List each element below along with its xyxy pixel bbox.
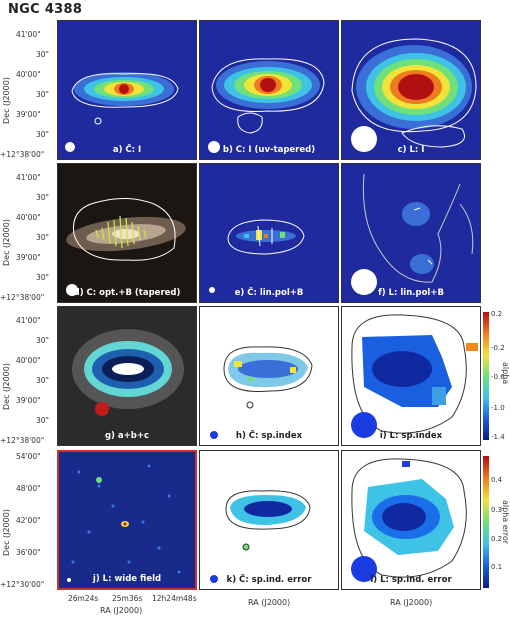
panel-e: e) C̃: lin.pol+B bbox=[199, 163, 339, 303]
y-tick: 40'00" bbox=[16, 356, 41, 365]
cb-alpha-tick: -1.0 bbox=[491, 404, 505, 412]
colorbar-alpha bbox=[483, 312, 489, 440]
panel-k-label: k) C̃: sp.ind. error bbox=[226, 575, 312, 585]
cb-alpha-title: alpha bbox=[501, 362, 510, 385]
panel-b: b) C: I (uv-tapered) bbox=[199, 20, 339, 160]
panel-f: f) L: lin.pol+B bbox=[341, 163, 481, 303]
panel-h: h) C̃: sp.index bbox=[199, 306, 339, 446]
y-axis-title: Dec (J2000) bbox=[2, 77, 11, 124]
panel-c: c) L: I bbox=[341, 20, 481, 160]
cb-alpha-tick: 0.2 bbox=[491, 310, 503, 318]
y-tick: 54'00" bbox=[16, 452, 41, 461]
figure-title: NGC 4388 bbox=[8, 2, 83, 17]
colorbar-error bbox=[483, 456, 489, 588]
y-axis-title: Dec (J2000) bbox=[2, 363, 11, 410]
y-tick: 42'00" bbox=[16, 516, 41, 525]
x-tick: 26m24s bbox=[68, 594, 99, 603]
y-tick: 30" bbox=[36, 90, 49, 99]
y-tick: 41'00" bbox=[16, 316, 41, 325]
cb-error-title: alpha error bbox=[501, 500, 510, 545]
panel-a-label: a) C̃: I bbox=[112, 145, 142, 155]
y-tick: 41'00" bbox=[16, 173, 41, 182]
y-tick: 39'00" bbox=[16, 396, 41, 405]
y-axis-title: Dec (J2000) bbox=[2, 219, 11, 266]
panel-l-label: l) L: sp.ind. error bbox=[370, 575, 452, 585]
cb-alpha-tick: -0.2 bbox=[491, 344, 505, 352]
y-tick: 39'00" bbox=[16, 110, 41, 119]
panel-i-label: i) L: sp.index bbox=[379, 431, 443, 441]
panel-h-label: h) C̃: sp.index bbox=[235, 431, 303, 441]
y-tick: 41'00" bbox=[16, 30, 41, 39]
panel-f-label: f) L: lin.pol+B bbox=[378, 288, 444, 298]
y-tick: 36'00" bbox=[16, 548, 41, 557]
cb-error-tick: 0.4 bbox=[491, 476, 503, 484]
y-tick: 40'00" bbox=[16, 213, 41, 222]
cb-error-tick: 0.1 bbox=[491, 563, 503, 571]
y-tick: 30" bbox=[36, 233, 49, 242]
y-tick: 30" bbox=[36, 193, 49, 202]
panel-b-label: b) C: I (uv-tapered) bbox=[222, 145, 316, 155]
y-tick: 48'00" bbox=[16, 484, 41, 493]
y-tick: 30" bbox=[36, 130, 49, 139]
panel-d: d) C: opt.+B (tapered) bbox=[57, 163, 197, 303]
y-tick: +12°38'00" bbox=[0, 150, 45, 159]
y-tick: 30" bbox=[36, 336, 49, 345]
cb-alpha-tick: -0.6 bbox=[491, 373, 505, 381]
x-axis-title: RA (J2000) bbox=[100, 606, 143, 615]
panel-c-label: c) L: I bbox=[397, 145, 425, 155]
panel-g-label: g) a+b+c bbox=[104, 431, 150, 441]
y-tick: 39'00" bbox=[16, 253, 41, 262]
x-axis-title: RA (J2000) bbox=[390, 598, 433, 607]
y-tick: +12°30'00" bbox=[0, 580, 45, 589]
panel-j: j) L: wide field bbox=[57, 450, 197, 590]
panel-e-label: e) C̃: lin.pol+B bbox=[234, 288, 304, 298]
panel-a: a) C̃: I bbox=[57, 20, 197, 160]
cb-alpha-tick: -1.4 bbox=[491, 433, 505, 441]
x-axis-title: RA (J2000) bbox=[248, 598, 291, 607]
panel-k: k) C̃: sp.ind. error bbox=[199, 450, 339, 590]
x-tick: 12h24m48s bbox=[152, 594, 197, 603]
y-tick: 30" bbox=[36, 376, 49, 385]
y-tick: 30" bbox=[36, 50, 49, 59]
panel-j-label: j) L: wide field bbox=[92, 574, 162, 584]
y-tick: +12°38'00" bbox=[0, 436, 45, 445]
panel-l: l) L: sp.ind. error bbox=[341, 450, 481, 590]
panel-g: g) a+b+c bbox=[57, 306, 197, 446]
panel-d-label: d) C: opt.+B (tapered) bbox=[73, 288, 181, 298]
y-tick: 30" bbox=[36, 273, 49, 282]
cb-error-tick: 0.2 bbox=[491, 535, 503, 543]
y-tick: +12°38'00" bbox=[0, 293, 45, 302]
y-tick: 30" bbox=[36, 416, 49, 425]
cb-error-tick: 0.3 bbox=[491, 506, 503, 514]
x-tick: 25m36s bbox=[112, 594, 143, 603]
y-axis-title: Dec (J2000) bbox=[2, 509, 11, 556]
panel-i: i) L: sp.index bbox=[341, 306, 481, 446]
y-tick: 40'00" bbox=[16, 70, 41, 79]
